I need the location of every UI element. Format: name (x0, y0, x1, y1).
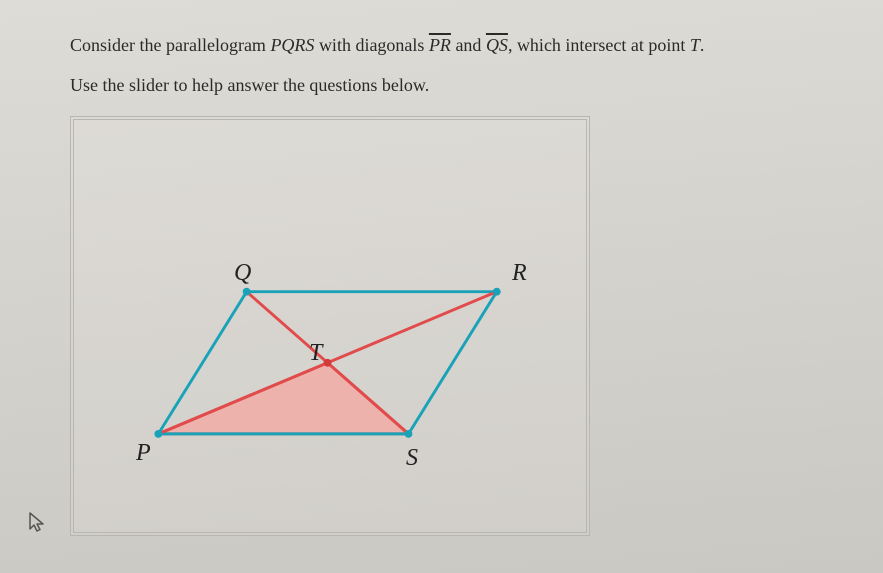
label-T: T (309, 340, 322, 367)
label-P: P (136, 440, 151, 467)
label-Q: Q (234, 260, 251, 287)
intersection-point: T (690, 35, 700, 55)
cursor-icon (28, 511, 46, 533)
diagonal-1: PR (429, 35, 451, 55)
question-line-2: Use the slider to help answer the questi… (70, 68, 843, 102)
text-post: , which intersect at point (508, 35, 690, 55)
text-pre: Consider the parallelogram (70, 35, 270, 55)
label-R: R (512, 260, 527, 287)
label-S: S (406, 445, 418, 472)
text-and: and (451, 35, 486, 55)
parallelogram-name: PQRS (270, 35, 314, 55)
vertex-R-dot (493, 288, 501, 296)
diagram-frame: P Q R S T (70, 116, 590, 536)
vertex-T-dot (324, 359, 332, 367)
vertex-S-dot (405, 430, 413, 438)
text-mid: with diagonals (314, 35, 429, 55)
text-end: . (700, 35, 705, 55)
question-line-1: Consider the parallelogram PQRS with dia… (70, 28, 843, 62)
vertex-Q-dot (243, 288, 251, 296)
parallelogram-diagram[interactable] (74, 120, 586, 532)
vertex-P-dot (154, 430, 162, 438)
diagonal-2: QS (486, 35, 508, 55)
